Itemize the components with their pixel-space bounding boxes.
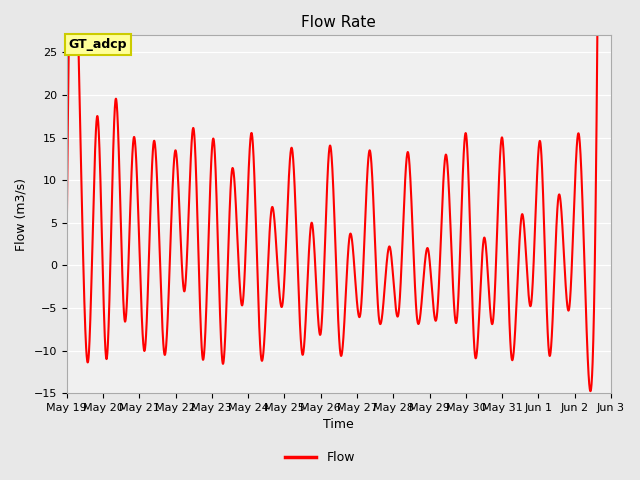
Text: GT_adcp: GT_adcp <box>68 38 127 51</box>
Title: Flow Rate: Flow Rate <box>301 15 376 30</box>
Y-axis label: Flow (m3/s): Flow (m3/s) <box>15 178 28 251</box>
X-axis label: Time: Time <box>323 419 354 432</box>
Legend: Flow: Flow <box>280 446 360 469</box>
